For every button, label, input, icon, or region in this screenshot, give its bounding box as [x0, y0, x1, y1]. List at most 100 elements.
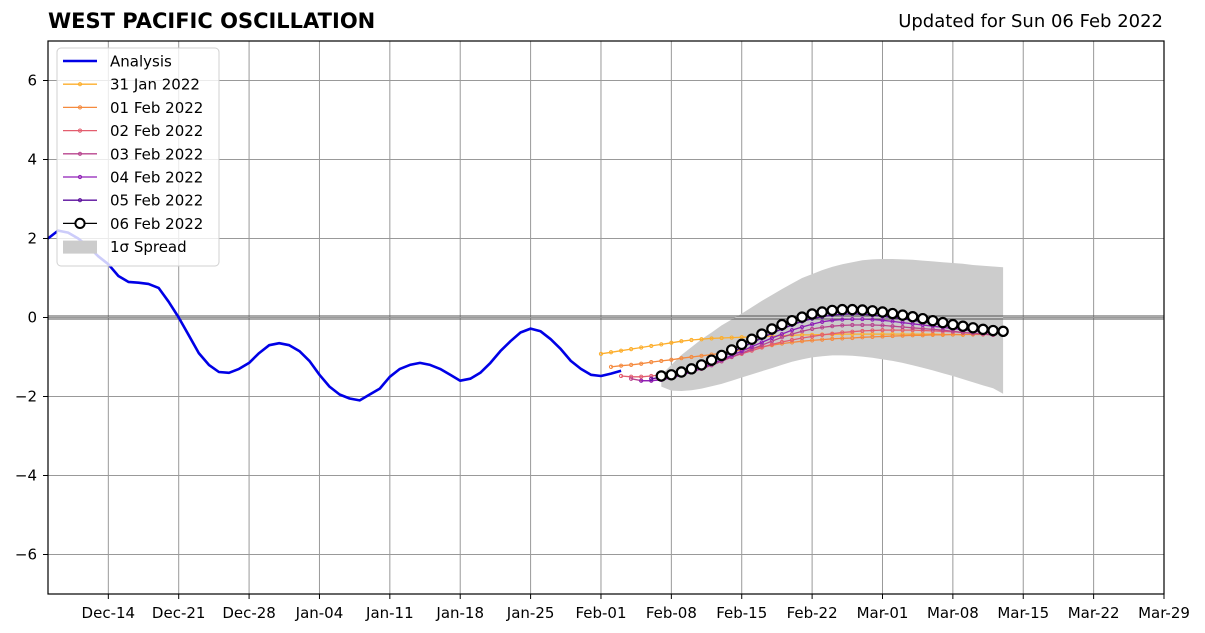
- forecast-point: [629, 374, 634, 379]
- forecast-point: [769, 335, 774, 341]
- x-tick-label: Mar-29: [1138, 604, 1190, 622]
- forecast-point: [826, 304, 838, 317]
- forecast-point: [900, 333, 905, 338]
- forecast-point: [759, 340, 764, 345]
- forecast-point: [789, 337, 795, 343]
- zero-line: [48, 315, 1164, 320]
- forecast-point: [890, 333, 895, 339]
- legend-label: 02 Feb 2022: [110, 122, 203, 140]
- x-tick-label: Mar-22: [1068, 604, 1120, 622]
- forecast-point: [736, 338, 748, 351]
- forecast-point: [725, 344, 738, 356]
- forecast-point: [810, 322, 815, 327]
- forecast-point: [669, 357, 674, 362]
- forecast-point: [665, 369, 678, 381]
- forecast-point: [789, 328, 795, 333]
- y-axis-ticks: 6 4 2 0 −2 −4 −6: [15, 72, 48, 564]
- forecast-point: [799, 324, 805, 330]
- forecast-point: [799, 329, 805, 334]
- forecast-point: [910, 328, 915, 333]
- forecast-point: [685, 363, 698, 375]
- legend-marker: [77, 174, 83, 180]
- x-tick-label: Jan-18: [435, 604, 484, 622]
- forecast-point: [618, 363, 624, 368]
- forecast-point: [709, 336, 714, 341]
- forecast-point: [705, 354, 718, 366]
- forecast-point: [880, 331, 885, 337]
- forecast-point: [927, 314, 939, 327]
- x-tick-label: Dec-14: [82, 604, 136, 622]
- legend: Analysis 31 Jan 2022 01 Feb 2022 02 Feb 202…: [56, 47, 220, 267]
- legend-label: 06 Feb 2022: [110, 215, 203, 233]
- forecast-point: [659, 358, 664, 364]
- forecast-point: [997, 325, 1009, 338]
- forecast-point: [598, 351, 604, 356]
- forecast-point: [779, 339, 785, 345]
- forecast-point: [649, 378, 654, 383]
- forecast-point: [836, 303, 848, 316]
- forecast-point: [756, 328, 768, 340]
- forecast-point: [860, 322, 865, 328]
- forecast-point: [910, 325, 915, 330]
- y-tick-label: 2: [27, 230, 37, 248]
- forecast-point: [679, 356, 684, 361]
- x-tick-label: Jan-04: [295, 604, 344, 622]
- x-tick-label: Feb-22: [787, 604, 838, 622]
- x-tick-label: Jan-25: [506, 604, 555, 622]
- forecast-point: [856, 304, 869, 316]
- forecast-point: [840, 330, 845, 335]
- legend-marker: [77, 105, 83, 110]
- forecast-point: [699, 337, 704, 342]
- forecast-point: [608, 350, 614, 355]
- y-tick-label: −6: [15, 546, 37, 564]
- forecast-point: [799, 335, 805, 341]
- x-tick-label: Dec-28: [222, 604, 276, 622]
- analysis-line: [47, 229, 622, 402]
- forecast-point: [890, 328, 895, 333]
- x-tick-label: Feb-15: [716, 604, 767, 622]
- forecast-point: [776, 318, 788, 331]
- y-tick-label: 6: [27, 72, 37, 90]
- forecast-point: [917, 312, 929, 325]
- forecast-point: [766, 323, 778, 335]
- x-tick-label: Mar-15: [997, 604, 1049, 622]
- x-tick-label: Mar-01: [857, 604, 909, 622]
- legend-label: 04 Feb 2022: [110, 169, 203, 187]
- forecast-point: [866, 305, 879, 317]
- forecast-point: [639, 374, 644, 379]
- forecast-point: [930, 332, 935, 337]
- legend-label: 03 Feb 2022: [110, 145, 203, 163]
- x-tick-label: Mar-08: [927, 604, 979, 622]
- forecast-point: [639, 345, 644, 350]
- forecast-point: [957, 320, 969, 332]
- forecast-point: [679, 339, 684, 344]
- forecast-point: [900, 324, 905, 330]
- forecast-point: [629, 347, 634, 352]
- legend-marker: [74, 217, 86, 229]
- forecast-point: [618, 373, 624, 379]
- forecast-point: [967, 322, 979, 334]
- forecast-point: [840, 336, 845, 341]
- forecast-point: [886, 307, 899, 320]
- forecast-point: [870, 328, 875, 333]
- forecast-point: [890, 319, 895, 324]
- forecast-point: [906, 311, 919, 323]
- forecast-point: [618, 348, 624, 353]
- forecast-point: [987, 324, 999, 337]
- chart-title: WEST PACIFIC OSCILLATION: [48, 9, 376, 33]
- forecast-point: [749, 344, 754, 349]
- y-tick-label: −2: [15, 388, 37, 406]
- forecast-point: [880, 328, 885, 333]
- forecast-point: [876, 306, 889, 318]
- forecast-point: [937, 316, 949, 329]
- forecast-series: [608, 332, 996, 369]
- series-lines: [47, 229, 1009, 402]
- legend-label: 05 Feb 2022: [110, 192, 203, 210]
- x-tick-label: Dec-21: [152, 604, 206, 622]
- forecast-point: [806, 308, 818, 320]
- legend-spread-swatch: [63, 240, 97, 254]
- legend-label: 1σ Spread: [110, 238, 187, 256]
- legend-label: 01 Feb 2022: [110, 99, 203, 117]
- forecast-point: [810, 334, 815, 339]
